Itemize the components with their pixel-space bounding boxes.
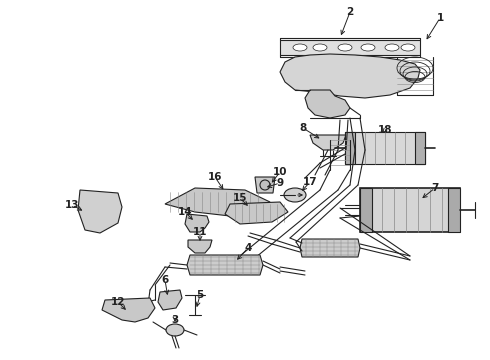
Text: 12: 12	[111, 297, 125, 307]
Ellipse shape	[260, 180, 270, 190]
Text: 5: 5	[196, 290, 204, 300]
Polygon shape	[310, 135, 346, 150]
Polygon shape	[225, 202, 288, 224]
Polygon shape	[415, 132, 425, 164]
Polygon shape	[448, 188, 460, 232]
Polygon shape	[345, 132, 425, 164]
Text: 18: 18	[378, 125, 392, 135]
Text: 2: 2	[346, 7, 354, 17]
Ellipse shape	[284, 188, 306, 202]
Polygon shape	[360, 188, 372, 232]
Polygon shape	[102, 298, 155, 322]
Text: 11: 11	[193, 227, 207, 237]
Polygon shape	[300, 239, 360, 257]
Text: 1: 1	[437, 13, 443, 23]
Polygon shape	[280, 40, 420, 55]
Polygon shape	[360, 188, 460, 232]
Polygon shape	[345, 132, 355, 164]
Polygon shape	[78, 190, 122, 233]
Polygon shape	[188, 240, 212, 253]
Text: 9: 9	[276, 178, 284, 188]
Ellipse shape	[401, 44, 415, 51]
Ellipse shape	[385, 44, 399, 51]
Text: 15: 15	[233, 193, 247, 203]
Text: 8: 8	[299, 123, 307, 133]
Polygon shape	[165, 188, 270, 216]
Text: 7: 7	[431, 183, 439, 193]
Polygon shape	[280, 54, 420, 98]
Text: 3: 3	[172, 315, 179, 325]
Ellipse shape	[313, 44, 327, 51]
Text: 13: 13	[65, 200, 79, 210]
Ellipse shape	[166, 324, 184, 336]
Ellipse shape	[293, 44, 307, 51]
Polygon shape	[187, 255, 263, 275]
Ellipse shape	[361, 44, 375, 51]
Ellipse shape	[338, 44, 352, 51]
Text: 4: 4	[245, 243, 252, 253]
Text: 10: 10	[273, 167, 287, 177]
Polygon shape	[185, 214, 209, 232]
Text: 14: 14	[178, 207, 192, 217]
Text: 16: 16	[208, 172, 222, 182]
Text: 6: 6	[161, 275, 169, 285]
Polygon shape	[305, 90, 350, 118]
Text: 17: 17	[303, 177, 318, 187]
Polygon shape	[255, 177, 275, 193]
Polygon shape	[158, 290, 182, 310]
